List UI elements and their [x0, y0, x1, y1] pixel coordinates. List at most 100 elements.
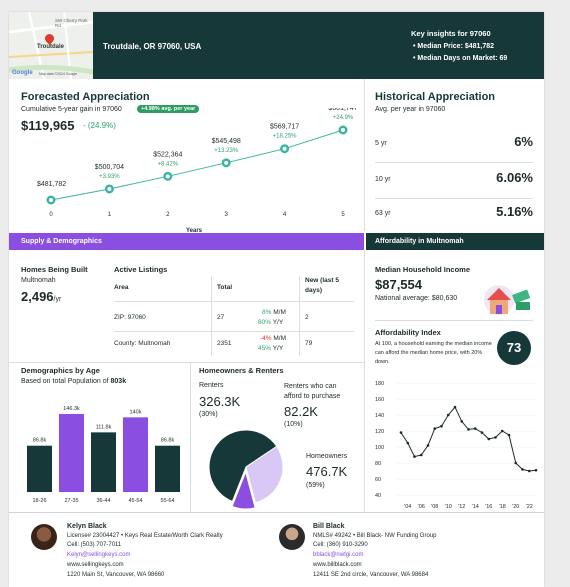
header-total: Total [217, 284, 233, 291]
agent-cell: Cell: (503) 707-7011 [67, 542, 122, 548]
afford-x-tick: '16 [485, 504, 492, 510]
homes-built-value: 2,496/yr [21, 289, 61, 304]
afford-x-tick: '10 [445, 504, 452, 510]
agent-card-kelyn: Kelyn Black License# 23004427 • Keys Rea… [29, 520, 279, 586]
agent-email[interactable]: Kelyn@sellingkeys.com [67, 552, 131, 558]
insight-days-on-market: • Median Days on Market: 69 [413, 55, 508, 62]
population-value: 803k [110, 378, 127, 385]
house-money-illustration [484, 285, 531, 315]
income-value: $87,554 [375, 277, 422, 292]
historical-value: 6% [514, 134, 533, 149]
agent-address: 12411 SE 2nd circle, Vancouver, WA 98684 [313, 572, 429, 578]
forecast-pct-label: +8.42% [158, 161, 179, 167]
row-county-area: County: Multnomah [114, 340, 171, 347]
age-category-label: 55-64 [160, 498, 174, 504]
afford-x-tick: '04 [404, 504, 411, 510]
forecast-pct-label: +24.9% [333, 115, 354, 121]
income-national: National average: $80,630 [375, 295, 458, 302]
historical-row-63yr: 63 yr 5.16% [375, 200, 533, 228]
forecast-value-label: $522,364 [153, 151, 182, 158]
map-label-street: SW Cherry Park Rd [55, 18, 88, 28]
age-bar-label: 86.8k [161, 438, 175, 444]
google-logo: Google [12, 70, 33, 76]
agent-card-bill: Bill Black NMLS# 49242 • Bill Black- NW … [277, 520, 537, 586]
forecast-pct-label: +13.23% [214, 148, 239, 154]
afford-x-tick: '22 [526, 504, 533, 510]
afford-line [400, 406, 537, 472]
listings-table: Area Total New (last 5 days) ZIP: 97060 … [114, 276, 354, 356]
afford-point [413, 455, 416, 458]
age-category-label: 45-54 [128, 498, 142, 504]
age-bar [91, 432, 116, 492]
mm-value: 8% [262, 309, 272, 316]
agent-website[interactable]: www.billblack.com [313, 562, 362, 568]
demographics-sub-prefix: Based on total Population of [21, 378, 111, 385]
row-zip-yy: 80% Y/Y [258, 319, 283, 326]
afford-renters-label: Renters who can afford to purchase [284, 383, 341, 400]
row-zip-total: 27 [217, 314, 225, 321]
agent-email[interactable]: bblack@nwfgi.com [313, 552, 364, 558]
forecast-subtitle: Cumulative 5-year gain in 97060 [21, 106, 122, 113]
forecast-pct-label: +18.25% [273, 134, 298, 140]
mm-value: -4% [260, 335, 272, 342]
age-category-label: 18-26 [32, 498, 46, 504]
age-bar-label: 86.8k [33, 438, 47, 444]
forecast-pct-label: +3.93% [99, 174, 120, 180]
avatar [279, 524, 305, 550]
forecast-line [50, 129, 344, 201]
location-title: Troutdale, OR 97060, USA [103, 42, 202, 51]
forecast-gain-percent: - (24.9%) [83, 121, 116, 130]
agent-address: 1220 Main St, Vancouver, WA 98660 [67, 572, 165, 578]
afford-point [480, 431, 484, 434]
forecast-point-core [282, 146, 287, 151]
insight-median-price: • Median Price: $481,782 [413, 43, 495, 50]
row-county-mm: -4% M/M [260, 335, 286, 342]
owners-pie-chart [208, 429, 284, 510]
forecast-point-core [107, 186, 112, 191]
row-county-total: 2351 [217, 340, 232, 347]
active-listings-title: Active Listings [114, 265, 168, 274]
homes-built-sub: Multnomah [21, 277, 56, 284]
row-zip-area: ZIP: 97060 [114, 314, 146, 321]
historical-value: 5.16% [496, 204, 533, 219]
demographics-sub: Based on total Population of 803k [21, 378, 126, 385]
supply-band: Supply & Demographics [9, 233, 364, 250]
afford-point [446, 413, 450, 417]
afford-y-tick: 100 [375, 445, 384, 451]
age-bar-label: 146.3k [63, 406, 80, 412]
map-drawing [9, 12, 93, 79]
afford-index-badge: 73 [497, 331, 531, 365]
agent-name: Kelyn Black [67, 523, 107, 530]
homes-built-number: 2,496 [21, 289, 54, 304]
agent-license: License# 23004427 • Keys Real Estate/Wor… [67, 533, 223, 539]
afford-point [494, 436, 497, 439]
afford-point [433, 427, 437, 430]
age-bar-label: 111.8k [96, 424, 112, 430]
afford-point [426, 444, 430, 447]
historical-title: Historical Appreciation [375, 91, 496, 103]
key-insights-title: Key insights for 97060 [411, 29, 491, 38]
agent-license: NMLS# 49242 • Bill Black- NW Funding Gro… [313, 533, 437, 539]
afford-point [473, 427, 477, 430]
forecast-value-label: $500,704 [95, 164, 124, 171]
afford-point [406, 441, 410, 445]
affordability-line-chart: 40 60 80 100 120 140 160 180 '04 '06 '08 '10 '12 '14 '… [375, 381, 538, 510]
afford-point [521, 468, 524, 471]
homes-built-title: Homes Being Built [21, 265, 88, 274]
age-bar [155, 445, 180, 492]
afford-y-tick: 80 [375, 461, 381, 467]
header-area: Area [114, 284, 129, 291]
forecast-value-label: $569,717 [270, 124, 299, 131]
afford-point [399, 431, 403, 434]
afford-x-tick: '12 [458, 504, 465, 510]
afford-point [527, 469, 531, 473]
age-category-label: 36-44 [96, 498, 110, 504]
mm-label: M/M [273, 335, 287, 342]
afford-y-tick: 40 [375, 493, 381, 499]
demographics-title: Demographics by Age [21, 366, 100, 375]
forecast-x-tick: 5 [341, 212, 345, 218]
forecast-x-tick: 1 [108, 212, 112, 218]
map-thumbnail[interactable]: SW Cherry Park Rd Troutdale Google Map d… [9, 12, 93, 79]
agent-website[interactable]: www.sellingkeys.com [67, 562, 124, 568]
afford-point [500, 429, 504, 433]
